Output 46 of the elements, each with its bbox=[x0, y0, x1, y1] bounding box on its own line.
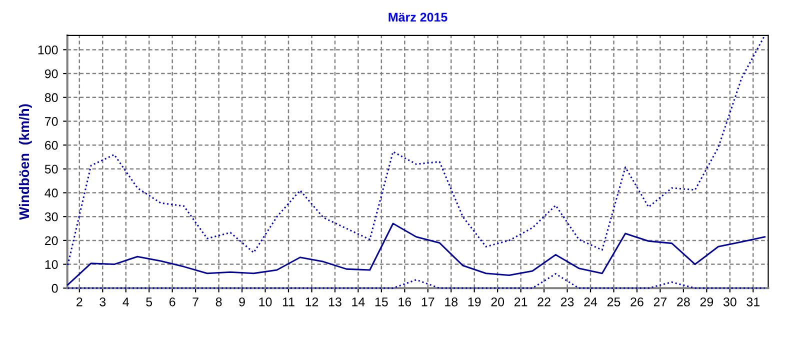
y-tick-label: 0 bbox=[52, 284, 58, 293]
y-tick-label: 40 bbox=[44, 188, 58, 198]
x-tick-label: 29 bbox=[700, 297, 714, 306]
x-tick-label: 14 bbox=[352, 298, 365, 306]
x-tick-label: 10 bbox=[259, 297, 272, 306]
x-tick-label: 4 bbox=[122, 298, 129, 306]
x-tick-label: 18 bbox=[445, 297, 458, 306]
x-tick-label: 28 bbox=[677, 297, 690, 306]
y-tick-label: 70 bbox=[45, 117, 58, 126]
x-tick-label: 2 bbox=[76, 297, 82, 306]
y-tick-label: 80 bbox=[44, 93, 58, 102]
y-tick-label: 50 bbox=[44, 164, 58, 174]
x-tick-label: 23 bbox=[560, 297, 574, 306]
y-tick-label: 10 bbox=[45, 260, 58, 269]
x-tick-label: 30 bbox=[723, 297, 736, 306]
y-tick-label: 60 bbox=[45, 140, 58, 150]
x-tick-label: 11 bbox=[282, 298, 294, 306]
y-tick-label: 100 bbox=[38, 45, 58, 54]
x-tick-label: 25 bbox=[607, 297, 620, 306]
chart-title: März 2015 bbox=[388, 12, 448, 22]
y-tick-label: 20 bbox=[45, 236, 58, 246]
y-tick-label: 30 bbox=[44, 212, 58, 222]
x-tick-label: 8 bbox=[216, 297, 222, 306]
x-tick-label: 26 bbox=[630, 297, 644, 306]
x-tick-label: 31 bbox=[746, 297, 760, 306]
line-series bbox=[67, 222, 766, 286]
line-series bbox=[67, 34, 766, 266]
x-tick-label: 17 bbox=[422, 298, 434, 306]
y-axis-title: Windböen (km/h) bbox=[18, 104, 32, 220]
x-tick-label: 27 bbox=[654, 297, 667, 306]
x-tick-label: 20 bbox=[491, 297, 504, 306]
x-tick-label: 9 bbox=[239, 297, 245, 306]
x-tick-label: 21 bbox=[514, 297, 528, 306]
line-series bbox=[67, 273, 766, 289]
x-tick-label: 13 bbox=[328, 297, 342, 306]
x-tick-label: 7 bbox=[192, 298, 198, 306]
x-tick-label: 6 bbox=[169, 297, 176, 306]
x-tick-label: 5 bbox=[146, 298, 152, 306]
x-tick-label: 16 bbox=[398, 297, 412, 306]
y-tick-label: 90 bbox=[44, 69, 58, 78]
x-tick-label: 12 bbox=[306, 297, 318, 306]
x-tick-label: 24 bbox=[584, 297, 598, 306]
x-tick-label: 15 bbox=[375, 298, 388, 306]
x-tick-label: 19 bbox=[468, 297, 481, 306]
x-tick-label: 22 bbox=[538, 297, 550, 306]
x-tick-label: 3 bbox=[100, 297, 106, 306]
